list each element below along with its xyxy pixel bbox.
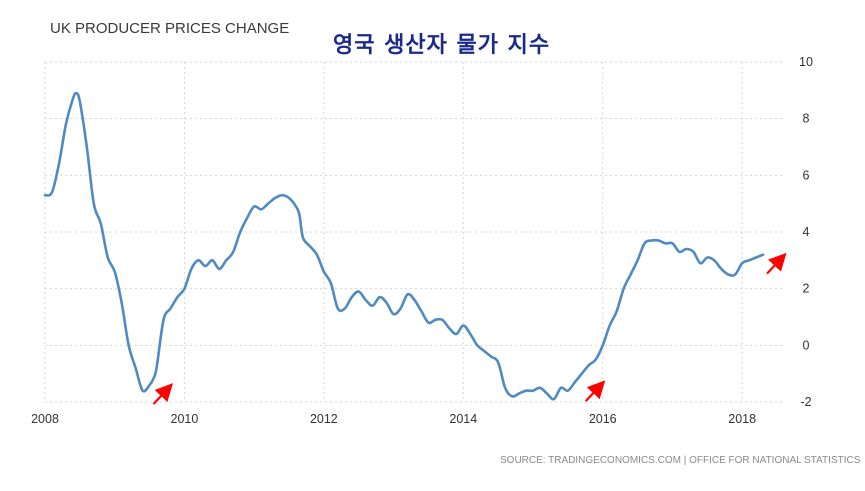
annotation-arrow bbox=[152, 383, 174, 405]
x-tick-label: 2018 bbox=[728, 412, 756, 426]
y-tick-label: -2 bbox=[800, 395, 811, 409]
series-line bbox=[43, 91, 765, 401]
y-tick-label: 4 bbox=[803, 225, 810, 239]
y-tick-label: 2 bbox=[803, 282, 810, 296]
tick-layer: 10 8 6 4 2 0 -2 2008 2010 2012 2014 2016 2018 bbox=[31, 55, 813, 426]
y-tick-label: 10 bbox=[799, 55, 813, 69]
grid-layer bbox=[44, 61, 784, 403]
chart-title: UK PRODUCER PRICES CHANGE bbox=[50, 20, 289, 37]
annotation-arrow bbox=[766, 252, 787, 275]
arrow-layer bbox=[152, 252, 787, 405]
x-tick-label: 2010 bbox=[171, 412, 199, 426]
x-tick-label: 2016 bbox=[589, 412, 617, 426]
chart-subtitle: 영국 생산자 물가 지수 bbox=[333, 32, 550, 58]
y-tick-label: 6 bbox=[803, 168, 810, 182]
y-tick-label: 0 bbox=[803, 338, 810, 352]
x-tick-label: 2014 bbox=[449, 412, 477, 426]
y-tick-label: 8 bbox=[803, 112, 810, 126]
x-tick-label: 2012 bbox=[310, 412, 338, 426]
annotation-arrow bbox=[584, 380, 606, 402]
line-layer bbox=[43, 91, 765, 401]
x-tick-label: 2008 bbox=[31, 412, 59, 426]
source-note: SOURCE: TRADINGECONOMICS.COM | OFFICE FO… bbox=[500, 455, 861, 466]
